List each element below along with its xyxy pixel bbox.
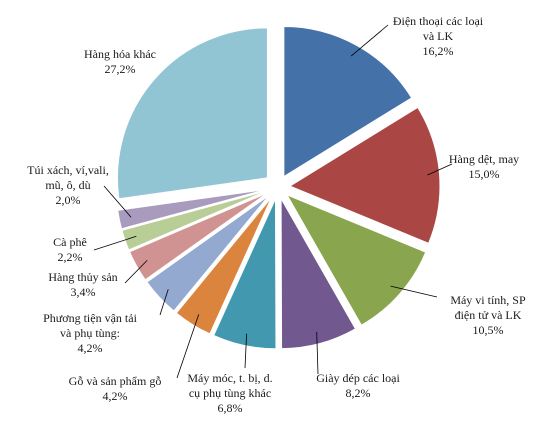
leader-line	[316, 331, 319, 375]
slice-category-label: Cà phê	[53, 235, 87, 249]
slice-category-label: điện tử và LK	[455, 308, 522, 322]
pie-slice	[285, 193, 427, 326]
leader-line	[93, 235, 137, 251]
slice-label: Gỗ và sản phẩm gỗ 4,2%	[69, 374, 162, 403]
leader-line	[176, 314, 200, 379]
pie-slice	[175, 196, 273, 335]
slice-category-label: Hàng dệt, may	[449, 152, 519, 166]
slice-label: Hàng thủy sản 3,4%	[48, 270, 117, 299]
slice-category-label: và phụ tùng:	[60, 326, 120, 340]
slice-category-label: Máy vi tính, SP	[450, 293, 526, 307]
leader-line	[390, 285, 438, 298]
slice-category-label: Giày dép các loại	[316, 371, 400, 385]
slice-category-label: Túi xách, ví,vali,	[27, 163, 109, 177]
slice-label: Giày dép các loại 8,2%	[316, 371, 400, 400]
slice-label: Túi xách, ví,vali, mũ, ô, dù 2,0%	[27, 163, 109, 207]
leader-line	[427, 163, 453, 176]
pie-slices	[116, 26, 441, 350]
pie-slice	[116, 27, 268, 200]
pie-slice	[280, 196, 357, 350]
slice-value-label: 27,2%	[105, 62, 136, 76]
slice-label: Máy móc, t. bị, d. cụ phụ tùng khác 6,8%	[187, 371, 272, 415]
slice-category-label: Hàng hóa khác	[84, 47, 156, 61]
slice-label: Cà phê 2,2%	[53, 235, 87, 264]
leader-line	[350, 24, 389, 57]
pie-slice	[213, 198, 277, 350]
pie-slice	[288, 106, 441, 244]
slice-value-label: 4,2%	[103, 389, 128, 403]
pie-slice	[283, 26, 413, 178]
leader-lines	[93, 24, 453, 379]
slice-category-label: Máy móc, t. bị, d.	[187, 371, 272, 385]
slice-value-label: 3,4%	[71, 285, 96, 299]
slice-value-label: 2,0%	[56, 193, 81, 207]
slice-category-label: Điện thoại các loại	[393, 14, 484, 28]
slice-category-label: Phương tiện vận tải	[43, 311, 138, 325]
slice-category-label: và LK	[423, 29, 454, 43]
slice-label: Điện thoại các loại và LK 16,2%	[393, 14, 484, 58]
leader-line	[244, 333, 248, 369]
leader-line	[159, 289, 169, 316]
slice-value-label: 8,2%	[346, 386, 371, 400]
slice-label: Máy vi tính, SP điện tử và LK 10,5%	[450, 293, 526, 337]
slice-category-label: cụ phụ tùng khác	[189, 386, 271, 400]
slice-value-label: 16,2%	[423, 44, 454, 58]
leader-line	[103, 185, 132, 218]
slice-value-label: 6,8%	[218, 401, 243, 415]
slice-label: Phương tiện vận tải và phụ tùng: 4,2%	[43, 311, 138, 355]
slice-category-label: Hàng thủy sản	[48, 270, 117, 284]
slice-category-label: mũ, ô, dù	[45, 178, 90, 192]
slice-labels: Điện thoại các loại và LK 16,2% Hàng dệt, m…	[27, 14, 526, 415]
slice-label: Hàng dệt, may 15,0%	[449, 152, 519, 181]
leader-line	[124, 260, 148, 284]
slice-value-label: 4,2%	[78, 341, 103, 355]
slice-label: Hàng hóa khác 27,2%	[84, 47, 156, 76]
slice-category-label: Gỗ và sản phẩm gỗ	[69, 374, 162, 388]
pie-slice	[128, 192, 268, 281]
slice-value-label: 10,5%	[473, 323, 504, 337]
pie-slice	[117, 188, 267, 230]
slice-value-label: 2,2%	[58, 250, 83, 264]
slice-value-label: 15,0%	[469, 167, 500, 181]
pie-slice	[146, 194, 270, 312]
